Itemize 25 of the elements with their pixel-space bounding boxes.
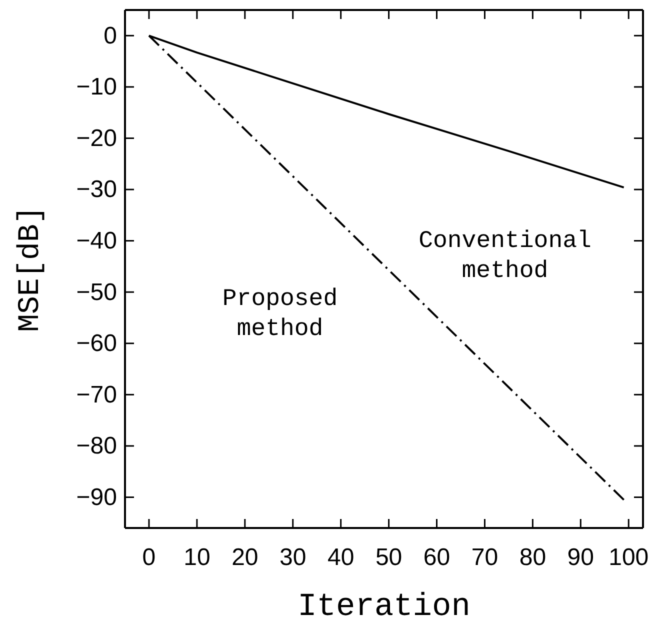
x-tick-label: 30 <box>280 544 306 572</box>
y-tick-label: −30 <box>76 176 117 204</box>
x-tick-label: 70 <box>471 544 498 572</box>
y-tick-label: 0 <box>104 22 117 50</box>
y-tick-label: −80 <box>76 432 117 460</box>
y-tick-label: −90 <box>76 484 117 511</box>
x-tick-label: 50 <box>375 544 402 572</box>
x-tick-label: 90 <box>567 544 594 572</box>
x-tick-label: 0 <box>142 544 156 572</box>
y-tick-label: −60 <box>76 330 117 358</box>
x-tick-label: 80 <box>519 544 546 572</box>
y-axis-title: MSE[dB] <box>14 206 48 332</box>
y-tick-label: −20 <box>76 124 117 152</box>
y-tick-label: −50 <box>76 278 117 306</box>
x-tick-label: 60 <box>423 544 450 572</box>
x-tick-label: 100 <box>608 544 649 572</box>
y-tick-label: −70 <box>76 381 117 408</box>
x-tick-label: 10 <box>184 544 210 572</box>
series-label: Proposed method <box>222 286 338 343</box>
x-tick-label: 40 <box>327 544 354 572</box>
y-tick-label: −10 <box>76 74 117 101</box>
y-tick-label: −40 <box>76 227 117 254</box>
x-tick-label: 20 <box>232 544 258 572</box>
x-axis-title: Iteration <box>298 588 470 623</box>
legend-label: Conventional method <box>418 228 592 285</box>
